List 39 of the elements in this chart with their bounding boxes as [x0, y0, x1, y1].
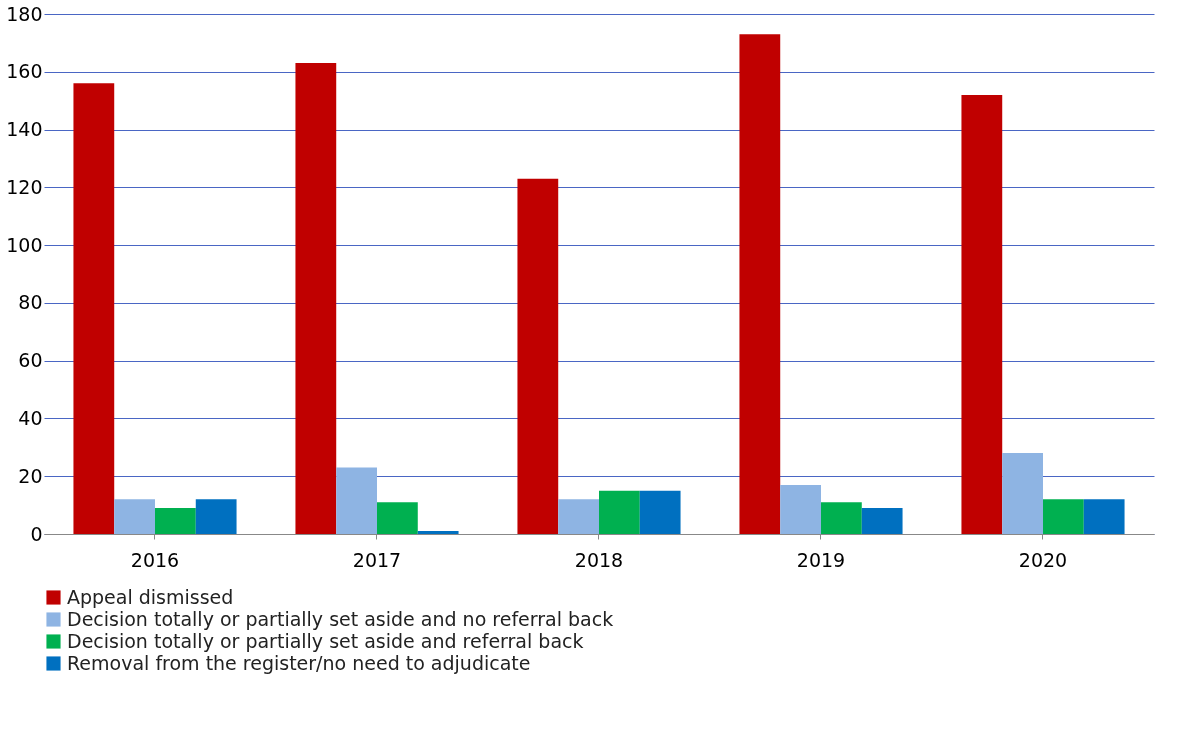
- y-tick-label: 180: [6, 2, 43, 25]
- y-tick-label: 80: [18, 291, 43, 314]
- legend-label: Decision totally or partially set aside and referral back: [67, 629, 584, 652]
- bar: [861, 508, 903, 534]
- bar: [599, 490, 640, 534]
- x-tick-label: 2017: [352, 548, 402, 571]
- y-tick-label: 140: [6, 118, 43, 141]
- bar: [377, 502, 418, 534]
- bar: [336, 467, 377, 534]
- x-tick-label: 2016: [130, 548, 180, 571]
- legend-label: Decision totally or partially set aside and no referral back: [67, 607, 614, 630]
- bar: [639, 490, 681, 534]
- legend-label: Appeal dismissed: [67, 585, 234, 608]
- bar: [155, 508, 196, 534]
- bar: [1043, 499, 1084, 534]
- bar: [780, 484, 821, 534]
- y-tick-label: 100: [6, 233, 43, 256]
- y-tick-label: 120: [6, 175, 43, 198]
- y-tick-label: 40: [18, 406, 43, 429]
- bar: [114, 499, 155, 534]
- y-tick-label: 60: [18, 349, 43, 372]
- bar: [558, 499, 599, 534]
- y-tick-label: 0: [30, 522, 43, 545]
- bar: [1083, 499, 1125, 534]
- x-tick-label: 2019: [796, 548, 846, 571]
- bar: [821, 502, 862, 534]
- bar: [739, 34, 781, 534]
- bar: [517, 178, 559, 534]
- x-tick-label: 2020: [1018, 548, 1068, 571]
- legend-label: Removal from the register/no need to adjudicate: [67, 651, 531, 674]
- bar: [961, 94, 1003, 534]
- y-tick-label: 20: [18, 464, 43, 487]
- bar: [195, 499, 237, 534]
- bar: [73, 83, 115, 534]
- bar: [1002, 453, 1043, 534]
- bar: [417, 531, 459, 534]
- x-tick-label: 2018: [574, 548, 624, 571]
- bar: [295, 63, 337, 534]
- y-tick-label: 160: [6, 60, 43, 83]
